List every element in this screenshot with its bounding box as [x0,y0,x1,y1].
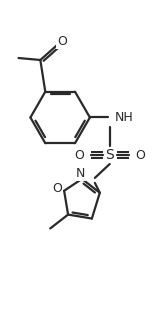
Text: O: O [135,149,145,161]
Text: O: O [57,35,67,48]
Text: S: S [105,148,114,162]
Text: NH: NH [115,111,133,124]
Text: N: N [75,168,85,181]
Text: O: O [74,149,84,161]
Text: O: O [52,182,62,195]
